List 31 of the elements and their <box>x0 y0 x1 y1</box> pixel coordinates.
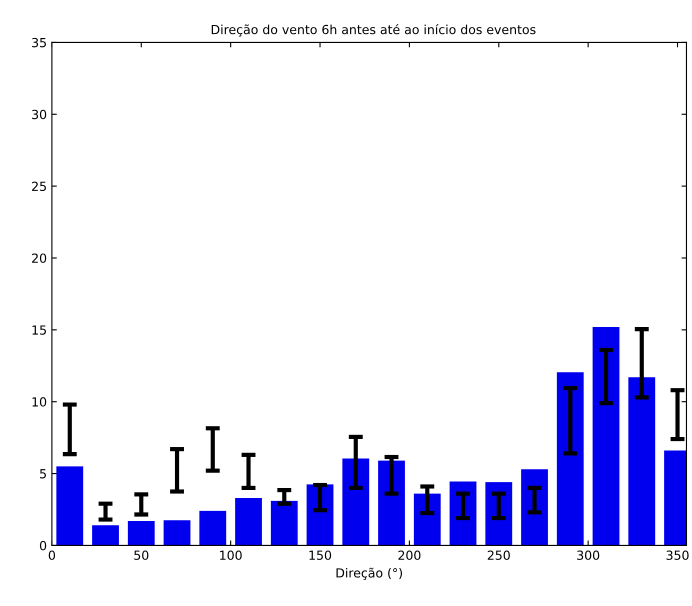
x-tick-label: 50 <box>134 550 148 560</box>
x-tick-label: 150 <box>309 550 332 560</box>
x-axis-title: Direção (°) <box>336 568 402 580</box>
y-tick-label: 35 <box>32 38 46 48</box>
x-tick-label: 200 <box>398 550 420 560</box>
y-tick-label: 20 <box>32 253 46 263</box>
bar <box>556 372 584 546</box>
bar <box>128 520 155 546</box>
y-tick-label: 5 <box>40 469 46 478</box>
bar <box>270 500 298 546</box>
y-tick-label: 25 <box>32 182 46 192</box>
x-tick-label: 100 <box>220 550 242 560</box>
bar <box>56 466 84 546</box>
y-tick-label: 30 <box>32 110 46 120</box>
bar <box>414 494 441 546</box>
y-tick-label: 15 <box>32 325 46 335</box>
bar <box>235 498 262 546</box>
chart-title: Direção do vento 6h antes até ao início dos eventos <box>212 24 536 36</box>
y-tick-label: 0 <box>40 540 46 550</box>
x-tick-label: 300 <box>577 550 600 560</box>
bar <box>592 326 620 546</box>
bar <box>342 458 370 546</box>
bar <box>164 520 190 546</box>
bar <box>628 377 656 546</box>
bar <box>199 510 226 546</box>
x-tick-label: 350 <box>666 550 689 560</box>
y-tick-label: 10 <box>32 397 46 407</box>
x-tick-label: 0 <box>48 550 56 560</box>
bar <box>92 525 119 546</box>
bar <box>521 469 548 546</box>
x-tick-label: 250 <box>488 550 510 560</box>
